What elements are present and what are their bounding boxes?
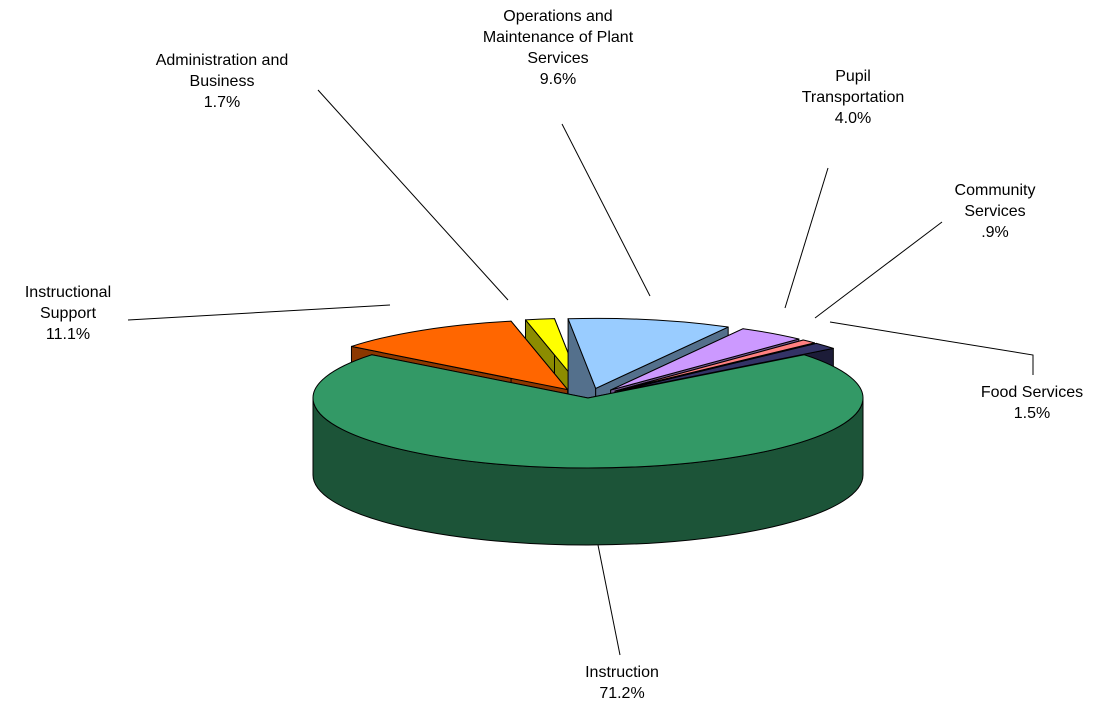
slice (312, 354, 864, 546)
leader-line (561, 123, 651, 297)
category-name: Instructional Support (24, 284, 112, 322)
slice-top (614, 339, 815, 392)
leader-line (597, 544, 621, 656)
slice-top (616, 342, 834, 393)
slice-top (567, 317, 729, 389)
category-name: Community Services (954, 182, 1036, 220)
category-name: Pupil Transportation (801, 68, 905, 106)
slice-top (350, 320, 569, 391)
value-label: .9% (981, 224, 1009, 241)
slice-label: Operations and Maintenance of Plant Serv… (468, 6, 648, 90)
slice-top (610, 328, 800, 391)
value-label: 1.7% (203, 94, 241, 111)
value-label: 11.1% (45, 326, 91, 343)
slice-label: Pupil Transportation 4.0% (788, 66, 918, 129)
category-name: Administration and Business (155, 52, 289, 90)
category-name: Instruction (585, 664, 659, 681)
value-label: 1.5% (1013, 405, 1051, 422)
slice-label: Instructional Support 11.1% (3, 282, 133, 345)
value-label: 9.6% (539, 71, 577, 88)
slice-top (312, 354, 864, 469)
slice-label: Food Services 1.5% (952, 382, 1102, 424)
value-label: 4.0% (834, 110, 872, 127)
slice-label: Administration and Business 1.7% (122, 50, 322, 113)
value-label: 71.2% (599, 685, 645, 702)
category-name: Operations and Maintenance of Plant Serv… (482, 8, 634, 67)
slice-label: Community Services .9% (938, 180, 1053, 243)
category-name: Food Services (980, 384, 1084, 401)
slice-label: Instruction 71.2% (542, 662, 702, 704)
leader-line (127, 304, 391, 321)
leader-line (814, 221, 943, 319)
leader-line (784, 167, 829, 309)
leader-line (317, 89, 509, 301)
leader-line (829, 321, 1034, 375)
